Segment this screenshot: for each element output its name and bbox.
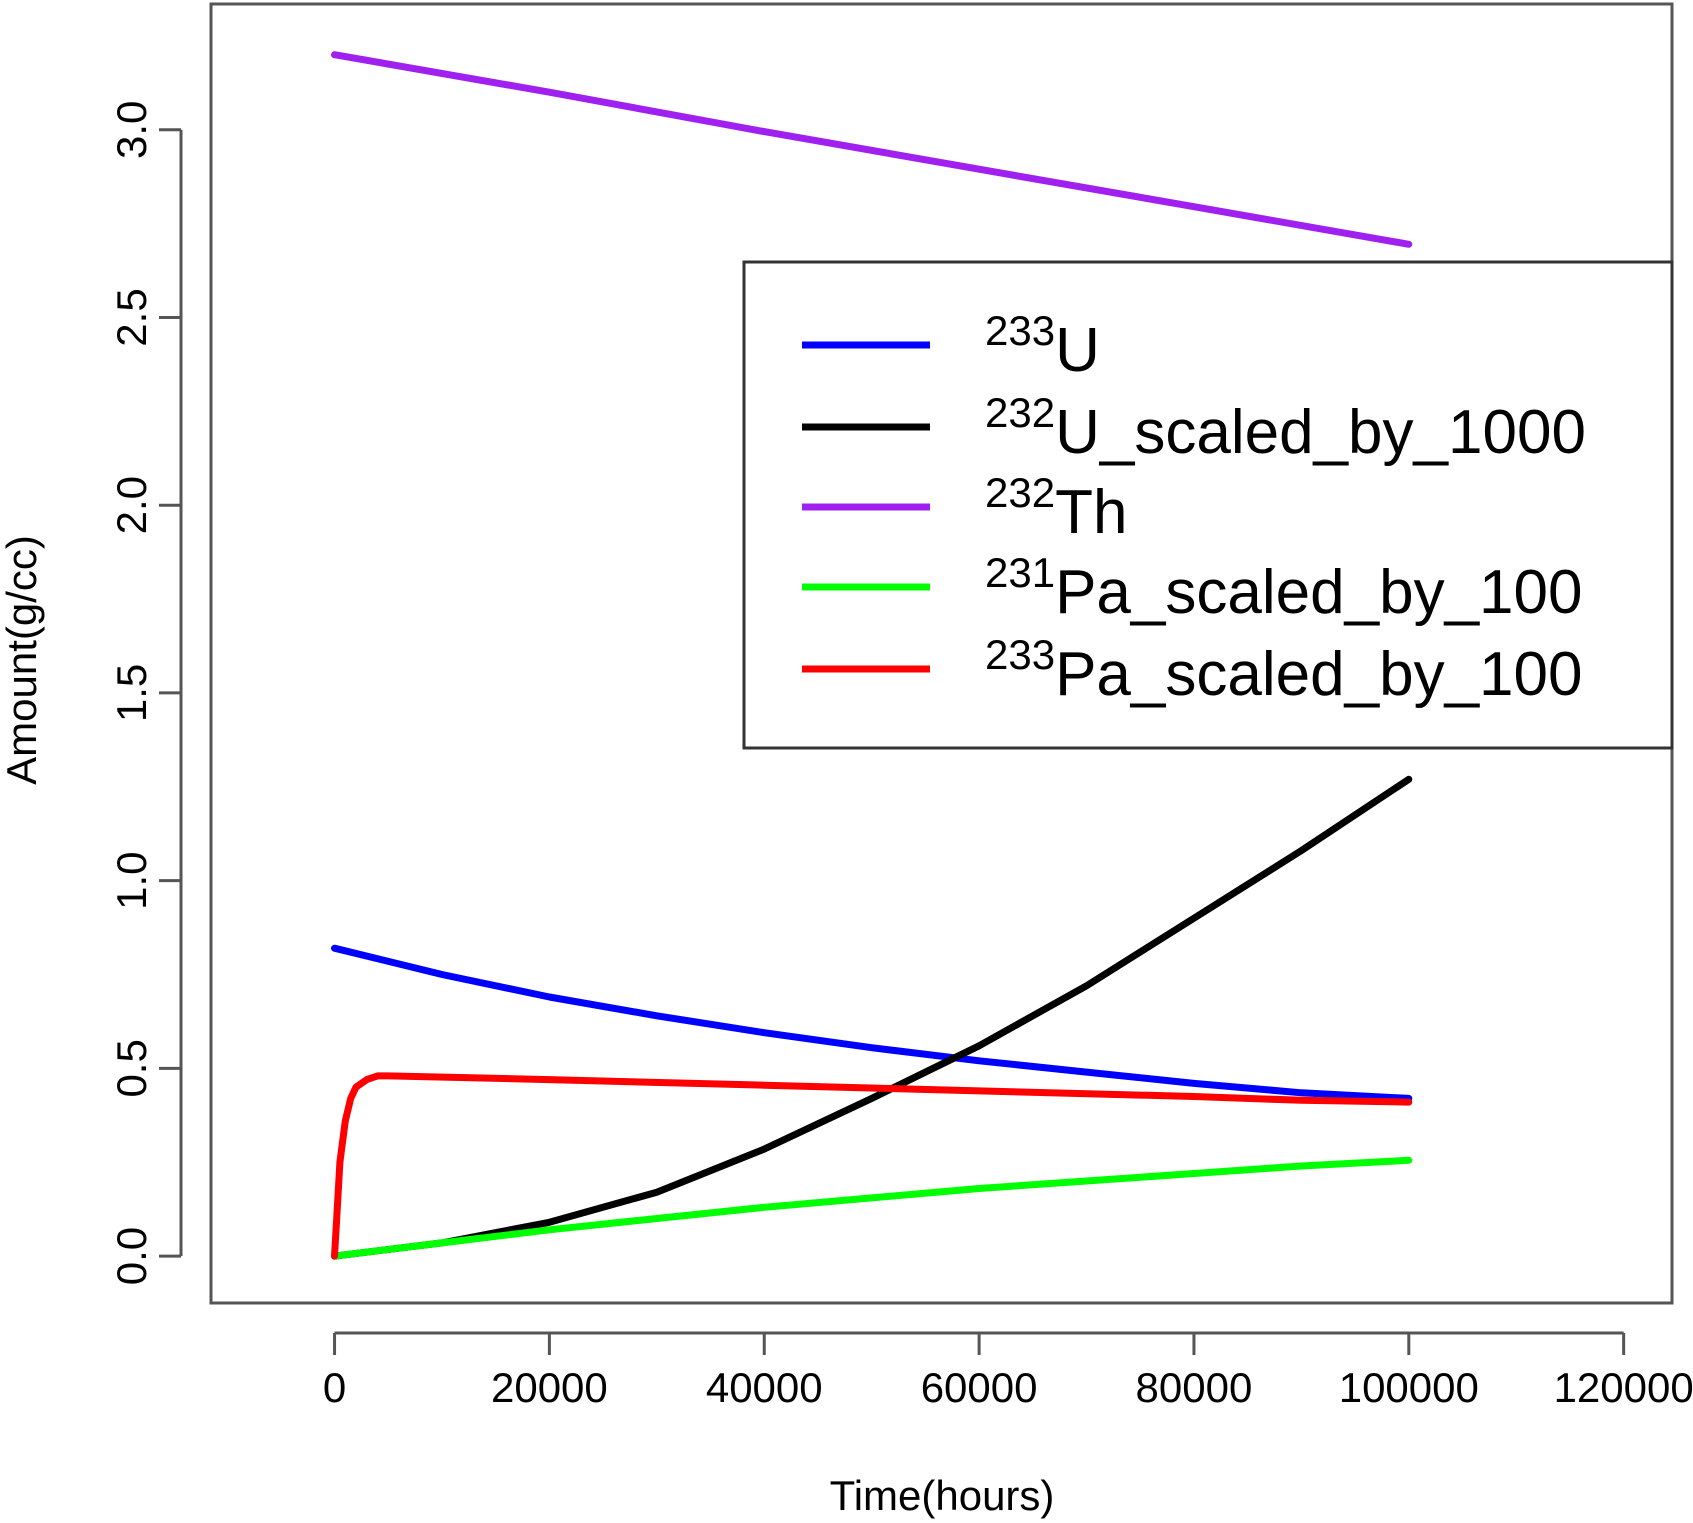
legend-label-name: U <box>1055 316 1100 385</box>
x-tick-label: 60000 <box>921 1364 1038 1411</box>
y-tick-label: 0.5 <box>108 1039 155 1097</box>
legend-label: 232U_scaled_by_1000 <box>985 389 1586 467</box>
x-tick-label: 100000 <box>1339 1364 1479 1411</box>
legend-label-name: Pa_scaled_by_100 <box>1055 640 1582 709</box>
y-tick-label: 1.0 <box>108 851 155 909</box>
legend-label-superscript: 233 <box>985 307 1055 354</box>
legend-label: 232Th <box>985 469 1127 547</box>
y-tick-label: 2.5 <box>108 288 155 346</box>
legend-label-superscript: 232 <box>985 469 1055 516</box>
legend-layer: 233U232U_scaled_by_1000232Th231Pa_scaled… <box>742 260 1674 750</box>
legend-label-superscript: 231 <box>985 549 1055 596</box>
series-line-1 <box>331 775 1413 1260</box>
series-line-2 <box>331 51 1413 248</box>
legend-label: 233U <box>985 307 1100 385</box>
series-line-4 <box>331 1072 1413 1260</box>
legend-label: 233Pa_scaled_by_100 <box>985 631 1583 709</box>
x-tick-label: 0 <box>323 1364 346 1411</box>
x-tick-label: 40000 <box>706 1364 823 1411</box>
legend-label-name: Th <box>1055 478 1127 547</box>
legend-label: 231Pa_scaled_by_100 <box>985 549 1583 627</box>
y-axis-title: Amount(g/cc) <box>0 535 45 785</box>
x-tick-label: 120000 <box>1554 1364 1693 1411</box>
legend-label-name: U_scaled_by_1000 <box>1055 398 1586 467</box>
y-tick-label: 2.0 <box>108 476 155 534</box>
series-line-0 <box>331 944 1413 1102</box>
legend-label-superscript: 233 <box>985 631 1055 678</box>
legend-label-name: Pa_scaled_by_100 <box>1055 558 1582 627</box>
y-tick-label: 0.0 <box>108 1227 155 1285</box>
y-tick-label: 3.0 <box>108 101 155 159</box>
x-tick-label: 80000 <box>1136 1364 1253 1411</box>
series-layer <box>331 51 1413 1260</box>
legend-label-superscript: 232 <box>985 389 1055 436</box>
series-line-3 <box>331 1156 1413 1260</box>
x-tick-label: 20000 <box>491 1364 608 1411</box>
y-tick-label: 1.5 <box>108 664 155 722</box>
x-axis-title: Time(hours) <box>830 1472 1055 1519</box>
